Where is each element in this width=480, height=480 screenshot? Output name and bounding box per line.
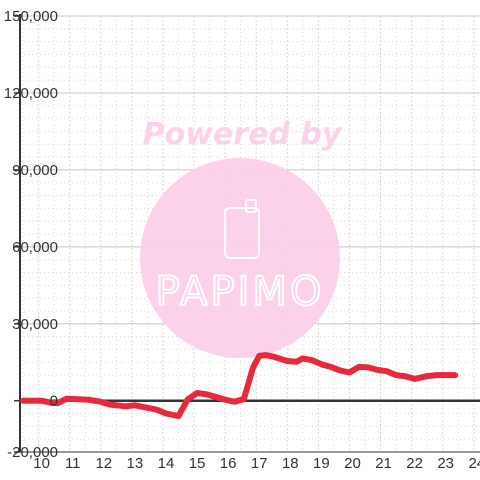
y-tick-label: 120,000 (4, 85, 58, 102)
y-tick-label: 150,000 (4, 8, 58, 25)
x-tick-label: 23 (437, 455, 454, 472)
y-tick-label: 60,000 (12, 239, 58, 256)
x-tick-label: 24 (468, 455, 480, 472)
x-tick-label: 14 (158, 455, 175, 472)
x-tick-label: 20 (344, 455, 361, 472)
y-tick-label: 30,000 (12, 316, 58, 333)
series-layer (20, 352, 459, 420)
y-tick-label: 90,000 (12, 162, 58, 179)
series-line (20, 352, 459, 420)
phone-icon (224, 199, 260, 259)
x-tick-label: 17 (251, 455, 268, 472)
x-tick-label: 16 (220, 455, 237, 472)
watermark-caption: Powered by (143, 117, 343, 152)
x-tick-label: 22 (406, 455, 423, 472)
watermark-brand: PAPIMO (156, 269, 325, 315)
watermark: Powered by PAPIMO (140, 117, 343, 358)
x-tick-label: 15 (189, 455, 206, 472)
x-tick-label: 13 (127, 455, 144, 472)
x-tick-label: 10 (33, 455, 50, 472)
x-tick-label: 19 (313, 455, 330, 472)
y-tick-label: 0 (50, 393, 58, 410)
x-tick-label: 21 (375, 455, 392, 472)
x-tick-label: 12 (95, 455, 112, 472)
x-tick-label: 11 (65, 455, 81, 472)
y-tick-label: -20,000 (7, 444, 58, 461)
x-tick-label: 18 (282, 455, 299, 472)
tick-labels: -20,000 0 30,000 60,000 90,000 120,000 150,000… (4, 8, 480, 472)
